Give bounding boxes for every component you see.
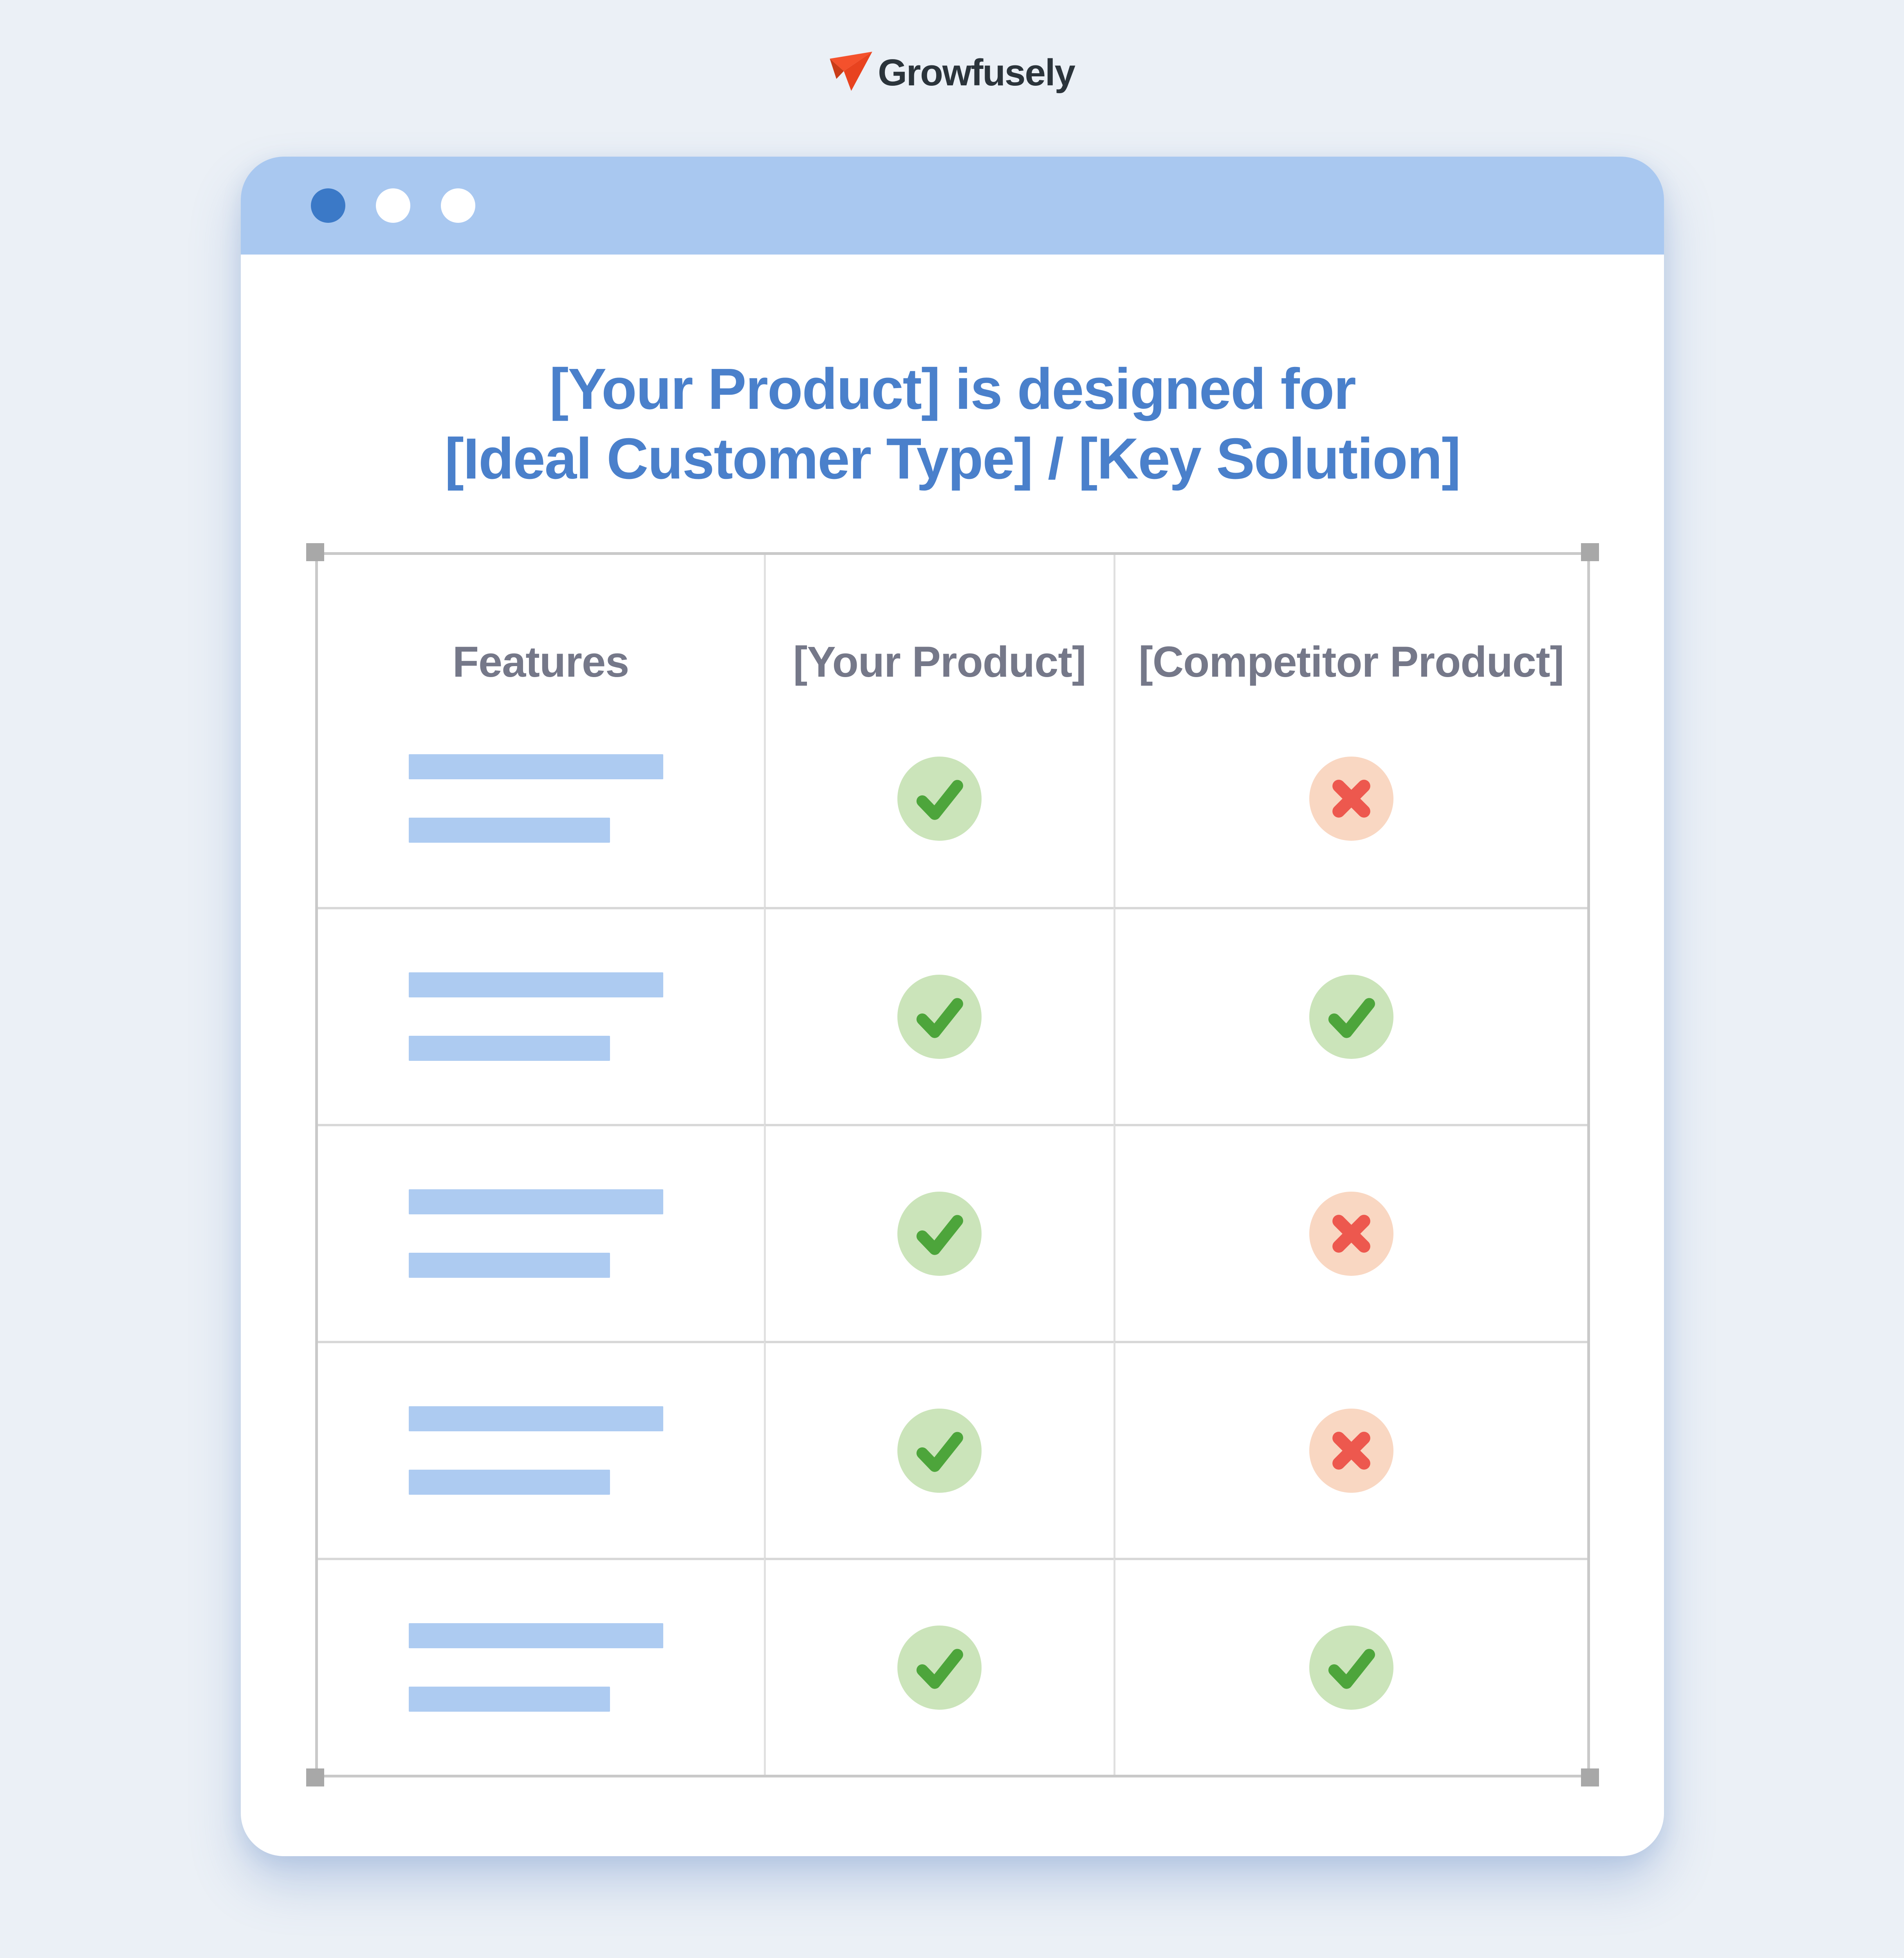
- your-product-cell: [763, 690, 1114, 907]
- cross-icon: [1309, 1191, 1393, 1276]
- column-header-your-product: [Your Product]: [763, 555, 1114, 690]
- competitor-product-cell: [1113, 1124, 1587, 1341]
- check-icon: [1309, 1625, 1393, 1710]
- feature-cell: [318, 907, 764, 1124]
- column-header-features: Features: [452, 638, 630, 686]
- window-titlebar: [241, 157, 1664, 255]
- comparison-table: Features [Your Product] [Competitor Prod…: [306, 543, 1599, 1787]
- brand-name: Growfusely: [878, 52, 1076, 94]
- your-product-cell: [763, 1124, 1114, 1341]
- feature-placeholder-bar: [408, 1189, 663, 1215]
- selection-handle-bottom-left[interactable]: [306, 1768, 324, 1787]
- competitor-product-cell: [1113, 690, 1587, 907]
- feature-cell: [318, 1341, 764, 1558]
- selection-handle-top-right[interactable]: [1581, 543, 1599, 562]
- feature-cell: [318, 1558, 764, 1775]
- competitor-product-cell: [1113, 907, 1587, 1124]
- page-title-line-1: [Your Product] is designed for: [549, 357, 1356, 421]
- cross-icon: [1309, 1408, 1393, 1493]
- cross-icon: [1309, 756, 1393, 841]
- your-product-cell: [763, 1558, 1114, 1775]
- window-dot-3: [441, 188, 475, 223]
- feature-cell: [318, 690, 764, 907]
- your-product-cell: [763, 1341, 1114, 1558]
- feature-placeholder-bar: [408, 1623, 663, 1649]
- brand-logo: Growfusely: [829, 52, 1076, 94]
- competitor-product-cell: [1113, 1558, 1587, 1775]
- check-icon: [1309, 974, 1393, 1059]
- feature-placeholder-bar: [408, 1253, 610, 1278]
- competitor-product-cell: [1113, 1341, 1587, 1558]
- your-product-cell: [763, 907, 1114, 1124]
- feature-placeholder-bar: [408, 754, 663, 780]
- selection-handle-bottom-right[interactable]: [1581, 1768, 1599, 1787]
- check-icon: [897, 1625, 982, 1710]
- window-dot-2: [376, 188, 410, 223]
- column-header-competitor-product: [Competitor Product]: [1113, 555, 1587, 690]
- feature-placeholder-bar: [408, 972, 663, 998]
- feature-cell: [318, 1124, 764, 1341]
- check-icon: [897, 974, 982, 1059]
- feature-placeholder-bar: [408, 1687, 610, 1712]
- check-icon: [897, 1408, 982, 1493]
- check-icon: [897, 1191, 982, 1276]
- feature-placeholder-bar: [408, 1036, 610, 1061]
- window-dot-1: [311, 188, 345, 223]
- check-icon: [897, 756, 982, 841]
- comparison-table-grid: Features [Your Product] [Competitor Prod…: [315, 552, 1590, 1778]
- browser-window: [Your Product] is designed for [Ideal Cu…: [241, 157, 1664, 1856]
- feature-placeholder-bar: [408, 1406, 663, 1432]
- page-title: [Your Product] is designed for [Ideal Cu…: [241, 354, 1664, 493]
- selection-handle-top-left[interactable]: [306, 543, 324, 562]
- paper-plane-icon: [829, 52, 872, 91]
- feature-placeholder-bar: [408, 818, 610, 843]
- page-title-line-2: [Ideal Customer Type] / [Key Solution]: [444, 426, 1461, 491]
- feature-placeholder-bar: [408, 1470, 610, 1495]
